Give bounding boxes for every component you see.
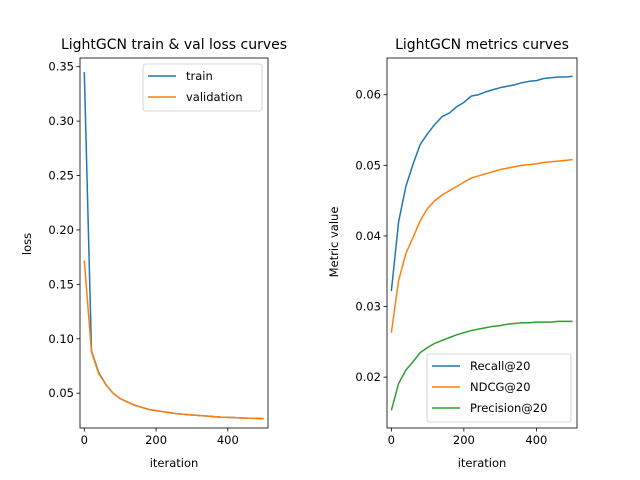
legend-box <box>426 353 572 423</box>
y-tick-label: 0.15 <box>48 277 74 291</box>
legend-label: train <box>186 69 213 83</box>
legend-label: validation <box>186 90 243 104</box>
y-tick-label: 0.30 <box>48 114 74 128</box>
legend-label: NDCG@20 <box>470 380 531 394</box>
metrics-chart: LightGCN metrics curves 0 200 4000.020.030… <box>327 37 578 470</box>
series-line-precision-20 <box>390 320 573 411</box>
y-tick-label: 0.35 <box>48 60 74 74</box>
plot-area: 0 200 400 0.02 0.03 0.04 0.05 0.06 Recall@20 NDCG… <box>355 57 578 447</box>
legend: train validation <box>142 63 263 112</box>
series-line-validation <box>83 260 264 420</box>
y-tick-label: 0.25 <box>48 169 74 183</box>
x-tick-label: 0 <box>81 433 88 447</box>
legend: Recall@20 NDCG@20 Precision@20 <box>426 353 572 423</box>
x-tick-label: 400 <box>525 433 547 447</box>
plot-area: 0 200 400 0.05 0.10 0.15 0.20 0.25 0.30 0.35 train… <box>48 57 269 447</box>
series-line-recall-20 <box>390 75 573 292</box>
y-tick-label: 0.05 <box>48 386 74 400</box>
x-tick-label: 200 <box>145 433 167 447</box>
chart-title: LightGCN metrics curves <box>395 37 569 53</box>
axes-frame <box>79 57 269 429</box>
y-tick-label: 0.06 <box>355 88 381 102</box>
chart-title: LightGCN train & val loss curves <box>61 37 287 53</box>
legend-label: Precision@20 <box>470 401 547 415</box>
series-line-train <box>83 72 264 420</box>
x-axis-label: iteration <box>458 456 507 470</box>
y-tick-label: 0.05 <box>355 158 381 172</box>
x-tick-label: 0 <box>388 433 395 447</box>
x-axis-label: iteration <box>150 456 199 470</box>
y-tick-label: 0.03 <box>355 300 381 314</box>
y-axis-label: loss <box>20 233 34 255</box>
y-tick-label: 0.04 <box>355 229 381 243</box>
y-tick-label: 0.10 <box>48 332 74 346</box>
loss-chart: LightGCN train & val loss curves 0 200 400… <box>20 37 287 470</box>
y-tick-label: 0.20 <box>48 223 74 237</box>
legend-label: Recall@20 <box>470 359 530 373</box>
series-line-ndcg-20 <box>390 158 573 333</box>
x-tick-label: 200 <box>453 433 475 447</box>
y-tick-label: 0.02 <box>355 370 381 384</box>
y-axis-label: Metric value <box>327 207 341 278</box>
axes-frame <box>386 57 578 429</box>
x-tick-label: 400 <box>217 433 239 447</box>
